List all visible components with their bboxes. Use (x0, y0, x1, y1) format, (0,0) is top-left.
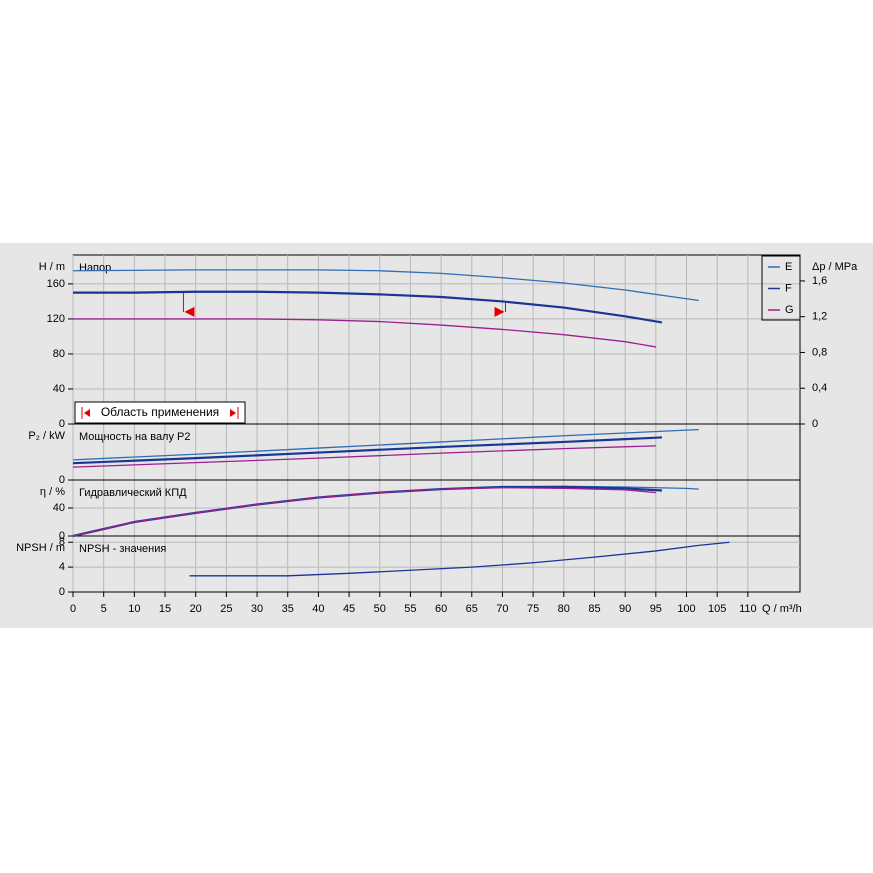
y-axis-label: η / % (40, 486, 65, 498)
x-tick-label: 30 (251, 603, 263, 615)
y-tick-label: 160 (47, 278, 65, 290)
y2-tick-label: 0 (812, 418, 818, 430)
x-tick-label: 35 (282, 603, 294, 615)
y2-axis-label: Δp / MPa (812, 261, 858, 273)
y-tick-label: 0 (59, 418, 65, 430)
x-tick-label: 95 (650, 603, 662, 615)
panel-title: Мощность на валу P2 (79, 431, 191, 443)
x-tick-label: 110 (739, 603, 757, 615)
x-tick-label: 85 (588, 603, 600, 615)
curve (189, 541, 730, 577)
x-tick-label: 5 (101, 603, 107, 615)
y2-tick-label: 0,4 (812, 382, 827, 394)
x-tick-label: 75 (527, 603, 539, 615)
range-arrow (184, 306, 195, 317)
y-axis-label: H / m (39, 261, 65, 273)
y-tick-label: 8 (59, 536, 65, 548)
x-tick-label: 70 (496, 603, 508, 615)
curve (73, 290, 663, 324)
y-tick-label: 0 (59, 586, 65, 598)
x-tick-label: 25 (220, 603, 232, 615)
curve (72, 269, 699, 302)
x-tick-label: 45 (343, 603, 355, 615)
legend-label: F (785, 282, 792, 294)
y2-tick-label: 1,2 (812, 311, 827, 323)
y-tick-label: 4 (59, 561, 65, 573)
x-tick-label: 100 (677, 603, 695, 615)
x-axis-label: Q / m³/h (762, 603, 802, 615)
x-tick-label: 90 (619, 603, 631, 615)
y-tick-label: 40 (53, 502, 65, 514)
panel-title: Гидравлический КПД (79, 487, 187, 499)
curve (73, 318, 656, 348)
annotation-label: Область применения (101, 405, 219, 419)
curve (72, 445, 656, 468)
y2-tick-label: 1,6 (812, 275, 827, 287)
x-tick-label: 50 (374, 603, 386, 615)
legend-box (761, 255, 801, 321)
x-tick-label: 20 (190, 603, 202, 615)
x-tick-label: 60 (435, 603, 447, 615)
legend-label: E (785, 261, 792, 273)
legend-label: G (785, 304, 794, 316)
x-tick-label: 105 (708, 603, 726, 615)
x-tick-label: 10 (128, 603, 140, 615)
curve (72, 487, 656, 537)
annotation-box (74, 401, 246, 424)
x-tick-label: 65 (466, 603, 478, 615)
y-axis-label: NPSH / m (16, 542, 65, 554)
y-tick-label: 0 (59, 474, 65, 486)
y2-tick-label: 0,8 (812, 346, 827, 358)
x-tick-label: 0 (70, 603, 76, 615)
range-arrow (494, 306, 505, 317)
x-tick-label: 15 (159, 603, 171, 615)
y-tick-label: 0 (59, 530, 65, 542)
panel-title: NPSH - значения (79, 543, 166, 555)
curve (72, 428, 699, 461)
x-tick-label: 80 (558, 603, 570, 615)
y-tick-label: 120 (47, 313, 65, 325)
panel-title: Напор (79, 262, 111, 274)
y-tick-label: 80 (53, 348, 65, 360)
x-tick-label: 55 (404, 603, 416, 615)
x-tick-label: 40 (312, 603, 324, 615)
y-tick-label: 40 (53, 383, 65, 395)
y-axis-label: P₂ / kW (28, 430, 65, 442)
curve (72, 436, 663, 465)
